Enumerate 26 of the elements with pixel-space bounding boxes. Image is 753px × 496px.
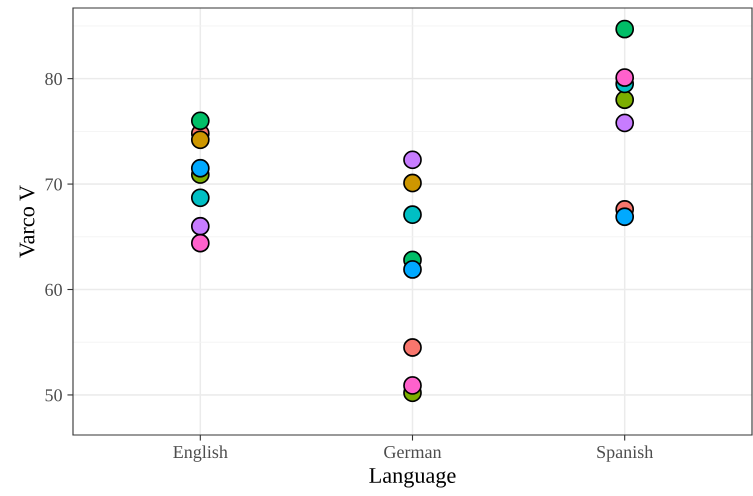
y-tick-label: 60 xyxy=(45,284,62,296)
point xyxy=(615,114,634,132)
point xyxy=(190,188,210,208)
point xyxy=(615,68,634,87)
y-tick-label: 50 xyxy=(46,389,62,402)
point xyxy=(403,205,422,224)
point xyxy=(190,234,210,252)
x-tick-label: English xyxy=(173,445,228,462)
point xyxy=(615,90,634,110)
y-tick-label: 80 xyxy=(45,72,62,86)
point xyxy=(190,216,210,236)
x-tick-label: Spanish xyxy=(597,445,654,462)
point xyxy=(190,111,210,130)
point xyxy=(403,150,422,170)
point xyxy=(403,174,422,192)
point xyxy=(403,376,422,395)
y-axis-title: Varco V xyxy=(20,185,35,258)
x-axis-title: Language xyxy=(369,468,456,488)
point xyxy=(403,338,422,357)
point xyxy=(190,158,210,178)
point xyxy=(403,260,422,279)
point xyxy=(190,130,210,150)
y-tick-label: 70 xyxy=(46,178,62,191)
point xyxy=(615,20,634,38)
point xyxy=(615,207,634,226)
x-tick-label: German xyxy=(384,446,442,458)
